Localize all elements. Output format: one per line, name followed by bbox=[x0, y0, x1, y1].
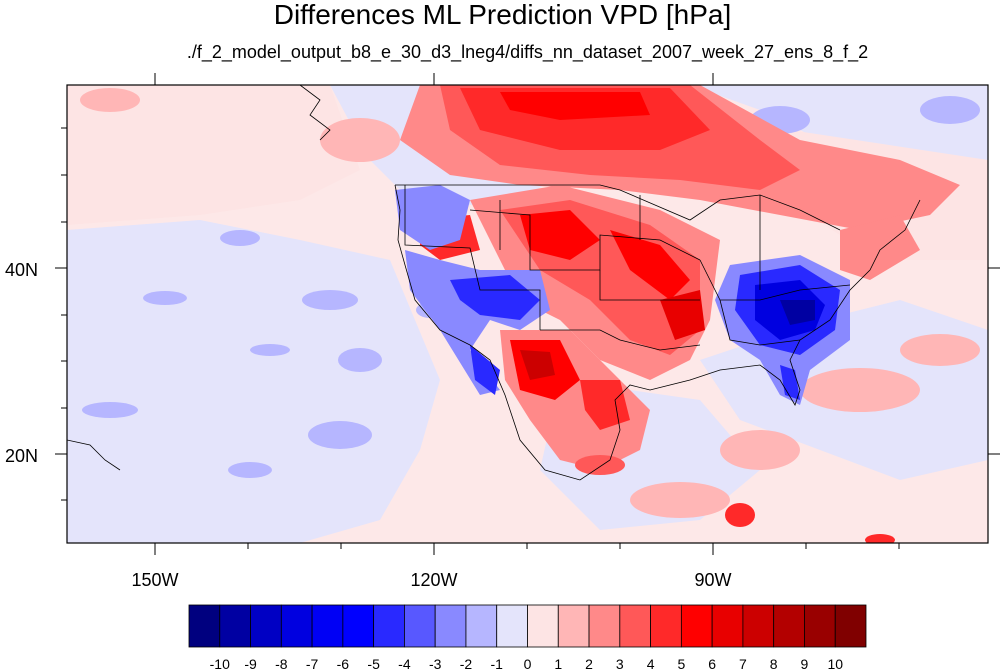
colorbar bbox=[188, 604, 867, 648]
map-title: Differences ML Prediction VPD [hPa] bbox=[273, 0, 732, 30]
colorbar-swatch bbox=[496, 604, 528, 648]
colorbar-swatch bbox=[465, 604, 498, 648]
colorbar-swatch bbox=[404, 604, 436, 648]
colorbar-swatch bbox=[219, 604, 251, 648]
colorbar-swatch bbox=[373, 604, 405, 648]
colorbar-tick-label: 2 bbox=[585, 656, 593, 672]
colorbar-tick-label: -6 bbox=[337, 656, 350, 672]
colorbar-swatch bbox=[742, 604, 775, 648]
colorbar-tick-label: 5 bbox=[677, 656, 685, 672]
colorbar-tick-label: -7 bbox=[306, 656, 319, 672]
colorbar-tick-label: 6 bbox=[708, 656, 716, 672]
colorbar-swatch bbox=[588, 604, 621, 648]
lon-label-120w: 120W bbox=[410, 570, 457, 590]
colorbar-swatch bbox=[557, 604, 590, 648]
colorbar-tick-label: 4 bbox=[647, 656, 655, 672]
colorbar-swatch bbox=[188, 604, 221, 648]
lon-label-150w: 150W bbox=[131, 570, 178, 590]
colorbar-tick-label: -1 bbox=[491, 656, 504, 672]
map-subtitle: ./f_2_model_output_b8_e_30_d3_lneg4/diff… bbox=[186, 42, 869, 62]
colorbar-swatch bbox=[619, 604, 651, 648]
difference-field bbox=[67, 85, 988, 543]
colorbar-tick-label: -2 bbox=[460, 656, 473, 672]
colorbar-tick-label: -8 bbox=[275, 656, 288, 672]
colorbar-tick-label: 3 bbox=[616, 656, 624, 672]
colorbar-swatch bbox=[650, 604, 682, 648]
colorbar-swatch bbox=[527, 604, 559, 648]
colorbar-tick-label: -3 bbox=[429, 656, 442, 672]
colorbar-tick-label: -9 bbox=[244, 656, 257, 672]
colorbar-swatch bbox=[342, 604, 375, 648]
colorbar-swatch bbox=[834, 604, 867, 648]
colorbar-swatch bbox=[773, 604, 805, 648]
coastlines-and-borders bbox=[67, 85, 921, 481]
colorbar-tick-label: -5 bbox=[367, 656, 380, 672]
colorbar-tick-label: 0 bbox=[524, 656, 532, 672]
lon-label-90w: 90W bbox=[694, 570, 731, 590]
axis-ticks bbox=[55, 73, 1000, 555]
colorbar-swatch bbox=[434, 604, 467, 648]
lat-label-20n: 20N bbox=[5, 446, 38, 466]
colorbar-tick-label: 7 bbox=[739, 656, 747, 672]
colorbar-labels: -10 -9 -8 -7 -6 -5 -4 -3 -2 -1 0 1 2 3 4 5 6 7 8 9 10 bbox=[210, 656, 844, 672]
colorbar-swatch bbox=[250, 604, 282, 648]
colorbar-tick-label: -4 bbox=[398, 656, 411, 672]
lat-label-40n: 40N bbox=[5, 260, 38, 280]
colorbar-tick-label: -10 bbox=[210, 656, 230, 672]
colorbar-tick-label: 8 bbox=[770, 656, 778, 672]
colorbar-swatch bbox=[311, 604, 344, 648]
colorbar-swatch bbox=[280, 604, 313, 648]
colorbar-tick-label: 1 bbox=[554, 656, 562, 672]
colorbar-swatch bbox=[711, 604, 744, 648]
colorbar-swatch bbox=[804, 604, 836, 648]
colorbar-tick-label: 10 bbox=[827, 656, 843, 672]
colorbar-tick-label: 9 bbox=[801, 656, 809, 672]
colorbar-swatch bbox=[680, 604, 713, 648]
